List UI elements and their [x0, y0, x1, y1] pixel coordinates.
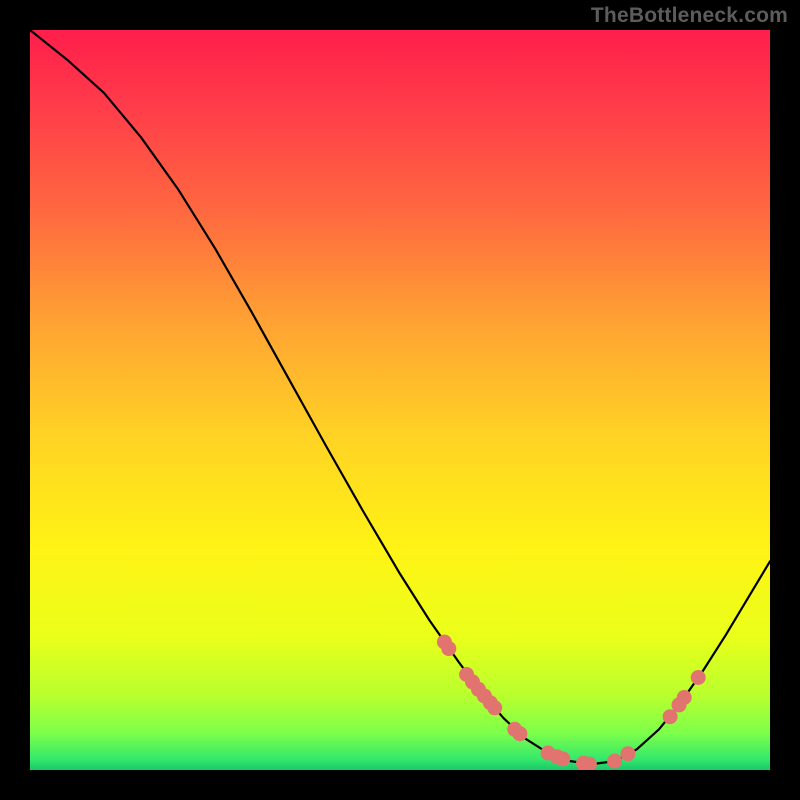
data-marker — [441, 641, 456, 656]
marker-group — [437, 635, 706, 771]
data-marker — [677, 690, 692, 705]
data-marker — [691, 670, 706, 685]
data-marker — [555, 751, 570, 766]
data-marker — [607, 754, 622, 769]
data-marker — [512, 726, 527, 741]
data-marker — [487, 700, 502, 715]
curve-layer — [30, 30, 770, 770]
chart-frame: TheBottleneck.com — [0, 0, 800, 800]
watermark-text: TheBottleneck.com — [591, 4, 788, 28]
plot-area — [30, 30, 770, 770]
bottleneck-curve — [30, 30, 770, 764]
data-marker — [620, 746, 635, 761]
